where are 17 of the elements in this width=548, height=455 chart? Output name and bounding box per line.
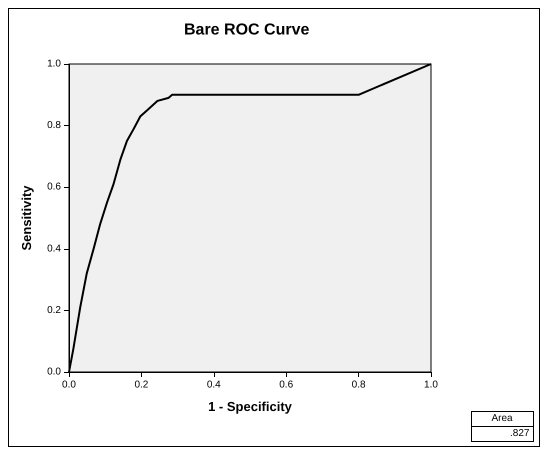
text: .827 (510, 428, 530, 439)
y-axis-title: Sensitivity (19, 184, 34, 251)
y-tick-label: 0.2 (47, 304, 62, 316)
x-tick-label: 0.8 (352, 380, 366, 390)
x-tick-label: 0.2 (134, 380, 149, 390)
x-axis-title: 1 - Specificity (208, 399, 293, 414)
y-tick-label: 0.8 (47, 120, 62, 132)
chart-title: Bare ROC Curve (184, 22, 310, 38)
x-tick-label: 0.6 (279, 380, 294, 390)
y-tick-label: 0.6 (47, 182, 62, 193)
x-tick-label: 0.0 (62, 380, 76, 390)
x-tick-label: 1.0 (424, 380, 438, 390)
text: Area (492, 413, 514, 424)
y-tick-label: 1.0 (47, 58, 62, 70)
y-tick-label: 0.0 (47, 366, 62, 378)
y-tick-label: 0.4 (47, 243, 62, 254)
x-tick-label: 0.4 (206, 380, 222, 390)
